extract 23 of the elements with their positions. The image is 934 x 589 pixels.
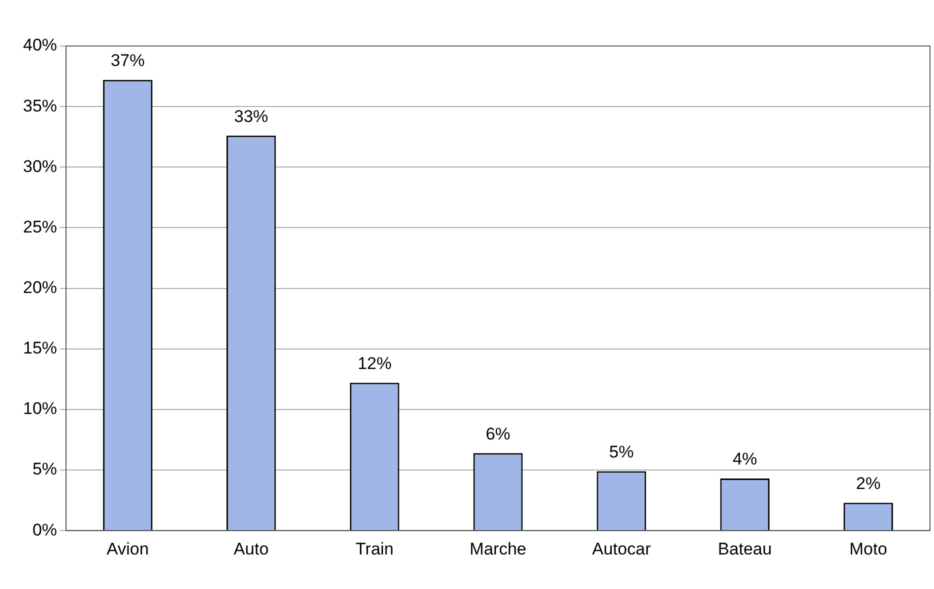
x-tick-label: Train <box>356 539 394 558</box>
x-tick-label: Bateau <box>718 539 772 558</box>
data-label: 12% <box>358 354 392 373</box>
y-tick-label: 15% <box>22 338 58 358</box>
data-label: 2% <box>856 474 881 493</box>
y-tick-label: 0% <box>32 520 58 540</box>
y-tick-label: 40% <box>22 36 58 55</box>
y-tick-label: 10% <box>22 399 58 418</box>
data-label: 33% <box>234 106 268 126</box>
data-label: 5% <box>609 442 634 462</box>
x-tick-label: Auto <box>234 539 269 558</box>
x-tick-label: Moto <box>849 539 888 558</box>
data-label: 6% <box>486 424 510 444</box>
y-tick-label: 30% <box>22 156 58 176</box>
y-tick-label: 20% <box>22 278 58 297</box>
x-tick-label: Autocar <box>592 539 652 558</box>
y-tick-label: 35% <box>22 96 58 116</box>
y-tick-label: 25% <box>22 217 58 236</box>
x-tick-label: Avion <box>106 539 149 558</box>
x-tick-label: Marche <box>470 539 526 558</box>
data-label: 37% <box>110 51 145 70</box>
y-tick-label: 5% <box>32 460 58 479</box>
data-label: 4% <box>732 450 758 469</box>
